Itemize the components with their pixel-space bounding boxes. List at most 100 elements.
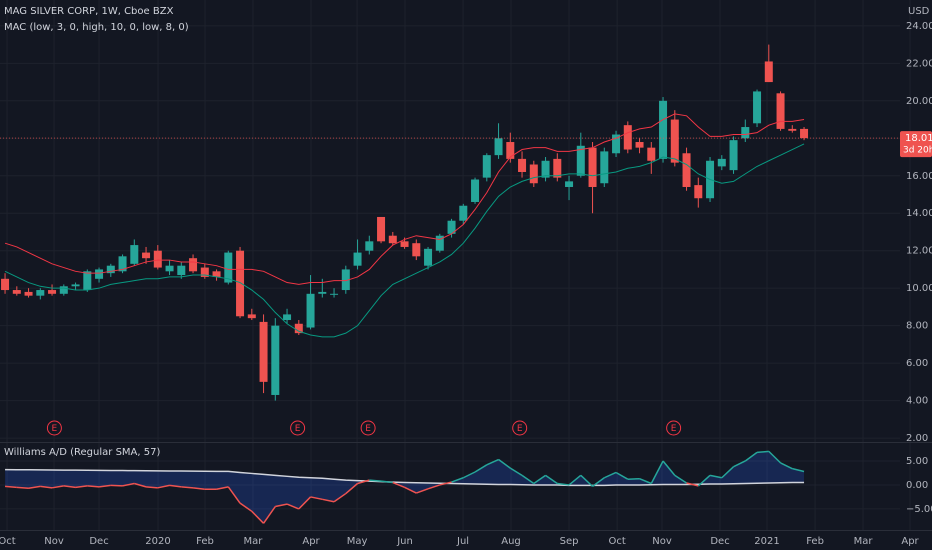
candle-body	[271, 325, 280, 395]
candle-body	[365, 241, 374, 251]
candle-body	[447, 220, 456, 234]
ad-line-segment	[557, 482, 570, 486]
candle-body	[165, 265, 174, 272]
ad-line-segment	[51, 485, 64, 489]
ad-line-segment	[262, 506, 276, 524]
candle-body	[12, 290, 21, 294]
candle-body	[800, 128, 809, 139]
ad-line-segment	[310, 496, 323, 501]
ad-line-segment	[521, 474, 535, 485]
ad-line-segment	[404, 486, 417, 494]
earnings-marker	[46, 420, 62, 436]
y-tick-label: 22.00	[906, 58, 932, 69]
candle-body	[224, 252, 233, 283]
moving-average	[4, 143, 805, 338]
candle-body	[177, 265, 186, 276]
ad-line-segment	[392, 481, 405, 489]
ad-line-segment	[16, 486, 29, 490]
candle-body	[541, 160, 550, 178]
sma-line	[5, 468, 805, 487]
ad-line-segment	[169, 484, 182, 488]
x-tick-label: Jun	[396, 536, 413, 547]
candle-body	[424, 248, 433, 266]
ad-line-segment	[439, 481, 452, 486]
candle-body	[388, 235, 397, 244]
candle-body	[729, 140, 738, 171]
x-tick-label: Aug	[501, 536, 521, 547]
candle-body	[247, 314, 256, 319]
earnings-label: E	[295, 424, 301, 434]
candle-body	[400, 241, 409, 247]
candle-body	[377, 216, 386, 242]
ad-line-segment	[75, 485, 88, 489]
indicator-title: Williams A/D (Regular SMA, 57)	[4, 447, 160, 458]
y-tick-label: 10.00	[906, 283, 932, 294]
ad-line-segment	[733, 460, 746, 468]
candle-body	[600, 151, 609, 184]
candle-body	[788, 128, 797, 131]
ad-line-segment	[603, 471, 617, 479]
ad-line-segment	[227, 486, 241, 504]
candle-body	[753, 91, 762, 124]
earnings-label: E	[671, 424, 677, 434]
x-tick-label: 2020	[145, 536, 170, 547]
ad-line-segment	[87, 485, 100, 488]
ad-line-segment	[357, 479, 370, 485]
ad-line-segment	[333, 492, 347, 503]
candle-body	[518, 158, 527, 173]
candle-body	[212, 271, 221, 277]
study-label: MAC (low, 3, 0, high, 10, 0, low, 8, 0)	[4, 22, 189, 33]
ad-line-segment	[486, 458, 499, 466]
y-tick-label: 0.00	[906, 480, 928, 491]
candle-body	[95, 269, 104, 279]
x-tick-label: Dec	[89, 536, 108, 547]
candle-body	[471, 179, 480, 202]
ad-line-segment	[744, 451, 758, 462]
ad-line-segment	[580, 474, 594, 487]
candle-body	[576, 145, 585, 176]
earnings-label: E	[52, 424, 58, 434]
ad-line-segment	[122, 482, 135, 487]
candle-body	[682, 153, 691, 187]
y-tick-label: 12.00	[906, 246, 932, 257]
ad-line-segment	[768, 450, 782, 464]
ad-line-segment	[192, 487, 205, 491]
candle-body	[71, 284, 80, 287]
ad-line-segment	[697, 474, 711, 487]
moving-average	[4, 113, 805, 285]
ad-line-segment	[792, 467, 805, 473]
x-tick-label: Apr	[302, 536, 320, 547]
candle-body	[435, 235, 444, 251]
candle-body	[259, 321, 268, 382]
ad-line-segment	[157, 484, 170, 489]
candle-body	[118, 256, 127, 272]
candle-body	[647, 147, 656, 161]
candle-body	[48, 290, 57, 294]
y-tick-label: 8.00	[906, 321, 928, 332]
ad-line-segment	[216, 486, 229, 490]
candle-body	[612, 134, 621, 154]
candle-body	[153, 250, 162, 268]
x-tick-label: Feb	[196, 536, 214, 547]
candle-body	[494, 138, 503, 156]
price-tag	[900, 131, 932, 158]
y-tick-label: 14.00	[906, 208, 932, 219]
y-tick-label: −5.00	[906, 504, 932, 515]
earnings-label: E	[517, 424, 523, 434]
x-tick-label: Sep	[560, 536, 579, 547]
x-tick-label: Nov	[44, 536, 64, 547]
y-tick-label: 5.00	[906, 456, 928, 467]
ad-line-segment	[28, 485, 41, 490]
countdown-label: 3d 20h	[903, 146, 932, 156]
candle-body	[130, 245, 139, 264]
ad-line-segment	[662, 460, 676, 476]
candle-body	[142, 252, 151, 259]
ad-line-segment	[509, 467, 523, 476]
ad-line-segment	[369, 479, 382, 482]
ad-line-segment	[650, 460, 664, 484]
candle-body	[318, 291, 327, 294]
x-tick-label: Dec	[710, 536, 729, 547]
candle-body	[659, 100, 668, 159]
